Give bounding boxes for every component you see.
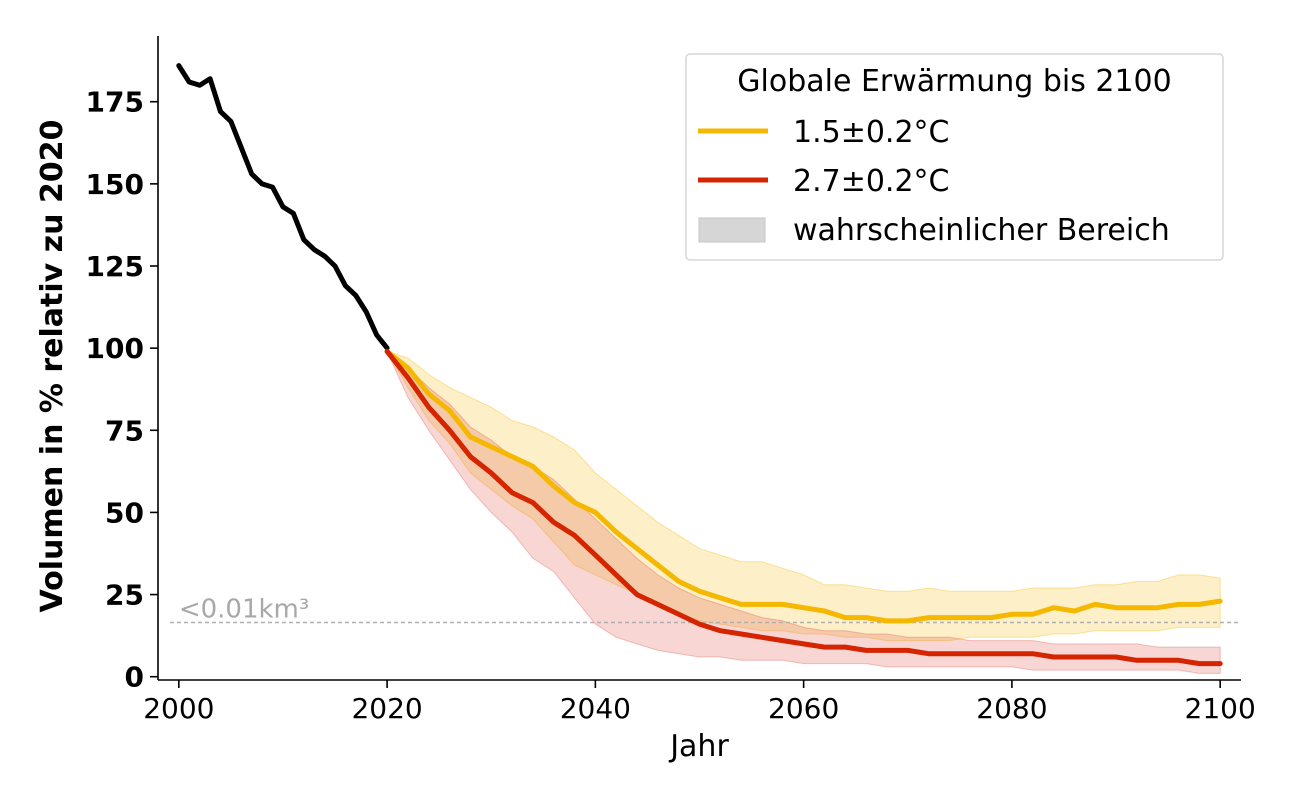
x-tick-label: 2020 xyxy=(351,692,422,725)
y-tick-label: 50 xyxy=(105,496,144,529)
y-axis-title: Volumen in % relativ zu 2020 xyxy=(35,120,70,613)
series-line-1-5c xyxy=(384,348,1223,624)
legend: Globale Erwärmung bis 2100 1.5±0.2°C 2.7… xyxy=(685,53,1224,261)
y-tick-label: 125 xyxy=(86,250,144,283)
y-tick-label: 100 xyxy=(86,332,144,365)
x-axis-ticks: 2000 2020 2040 2060 2080 2100 xyxy=(143,680,1256,725)
legend-label-2-7c: 2.7±0.2°C xyxy=(793,164,950,199)
legend-label-range: wahrscheinlicher Bereich xyxy=(793,213,1170,248)
legend-title: Globale Erwärmung bis 2100 xyxy=(737,64,1171,99)
uncertainty-bands xyxy=(386,350,1221,674)
legend-swatch-range xyxy=(698,217,766,243)
legend-box xyxy=(685,53,1224,261)
y-tick-label: 0 xyxy=(125,661,144,694)
x-tick-label: 2080 xyxy=(976,692,1047,725)
x-tick-label: 2060 xyxy=(768,692,839,725)
y-axis-ticks: 0 25 50 75 100 125 150 175 xyxy=(86,86,158,694)
y-tick-label: 150 xyxy=(86,168,144,201)
y-tick-label: 25 xyxy=(105,579,144,612)
y-tick-label: 75 xyxy=(105,414,144,447)
series-line-2-7c xyxy=(384,348,1223,667)
historical-line xyxy=(176,63,390,351)
x-tick-label: 2100 xyxy=(1185,692,1256,725)
x-tick-label: 2000 xyxy=(143,692,214,725)
band-2-7c xyxy=(386,351,1221,674)
x-tick-label: 2040 xyxy=(560,692,631,725)
x-axis-title: Jahr xyxy=(668,729,729,764)
threshold-label: <0.01km³ xyxy=(179,595,309,625)
series-lines xyxy=(176,63,1223,667)
y-tick-label: 175 xyxy=(86,86,144,119)
legend-label-1-5c: 1.5±0.2°C xyxy=(793,115,950,150)
